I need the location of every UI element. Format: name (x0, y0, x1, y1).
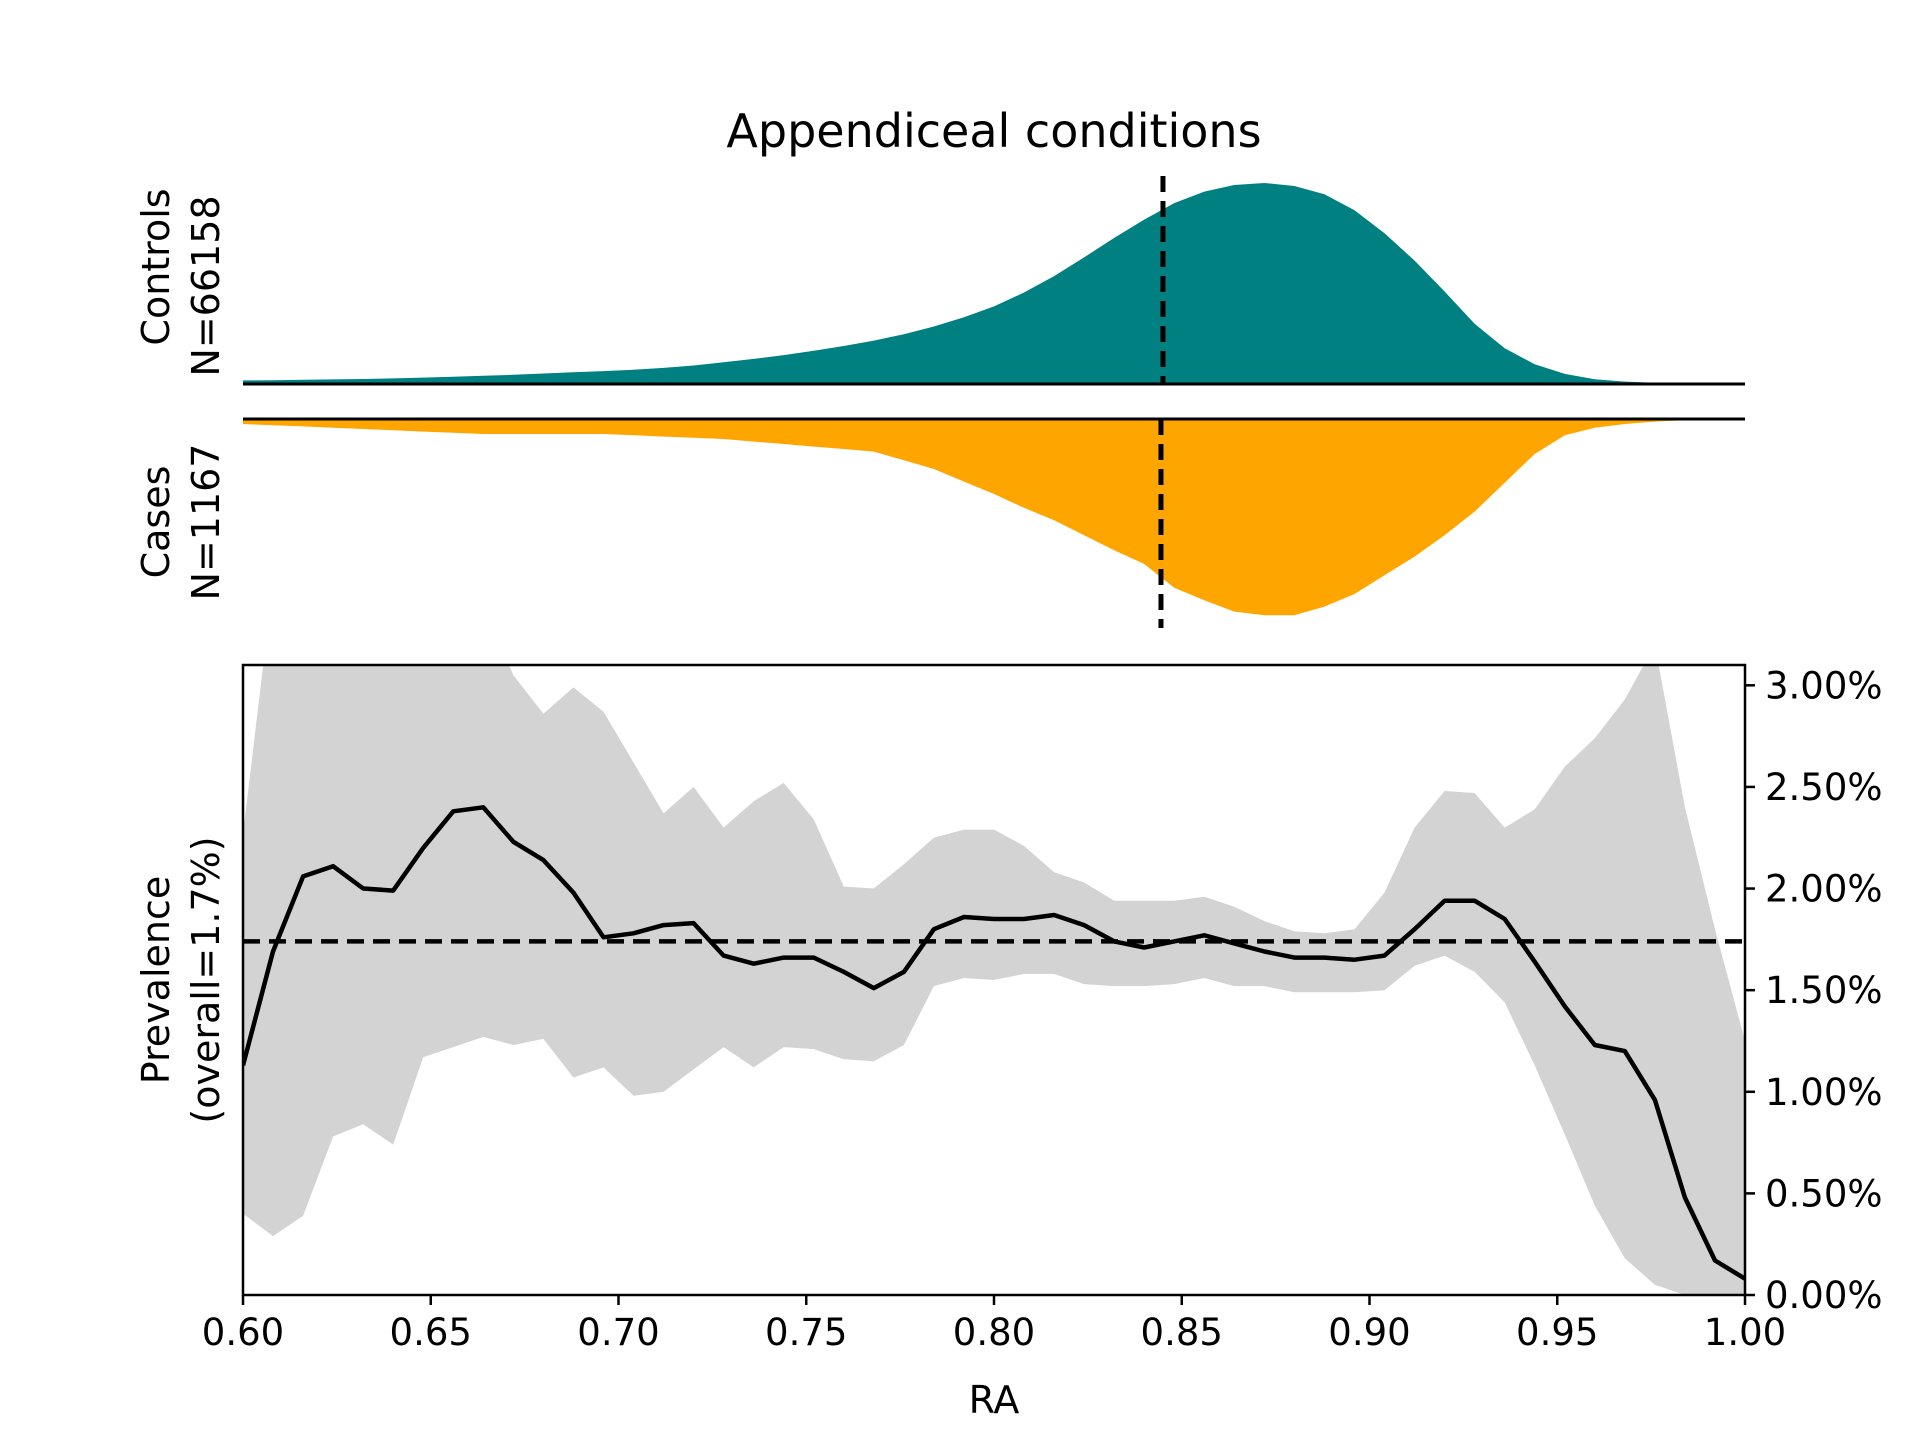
y-tick-label: 0.00% (1765, 1274, 1883, 1317)
y-axis-label: Prevalence (134, 876, 178, 1084)
y-axis-right: 0.00% 0.50% 1.00% 1.50% 2.00% 2.50% 3.00% (1745, 664, 1883, 1317)
controls-label: Controls (134, 188, 178, 345)
cases-label: Cases (134, 466, 178, 579)
x-tick-label: 0.80 (953, 1311, 1035, 1354)
cases-count-label: N=1167 (184, 444, 228, 601)
y-tick-label: 1.00% (1765, 1071, 1883, 1114)
cases-density-area (243, 419, 1745, 616)
confidence-band (243, 665, 1745, 1295)
x-tick-label: 0.60 (202, 1311, 284, 1354)
x-tick-label: 0.85 (1141, 1311, 1223, 1354)
x-tick-label: 0.75 (765, 1311, 847, 1354)
x-axis-label: RA (969, 1378, 1020, 1422)
controls-density-area (243, 183, 1745, 384)
x-tick-label: 0.90 (1328, 1311, 1410, 1354)
x-tick-label: 0.65 (390, 1311, 472, 1354)
y-tick-label: 2.00% (1765, 868, 1883, 911)
y-axis-label-overall: (overall=1.7%) (184, 836, 228, 1123)
controls-count-label: N=66158 (184, 195, 228, 376)
y-tick-label: 3.00% (1765, 664, 1883, 707)
prevalence-panel: 0.60 0.65 0.70 0.75 0.80 0.85 0.90 0.95 1.00 0.0… (134, 663, 1883, 1422)
y-tick-label: 2.50% (1765, 766, 1883, 809)
cases-panel: Cases N=1167 (134, 417, 1745, 628)
prevalence-line (243, 805, 1745, 1281)
x-tick-label: 1.00 (1704, 1311, 1786, 1354)
x-tick-label: 0.70 (577, 1311, 659, 1354)
controls-panel: Controls N=66158 (134, 176, 1745, 386)
x-tick-label: 0.95 (1516, 1311, 1598, 1354)
chart-title: Appendiceal conditions (726, 104, 1261, 158)
y-tick-label: 1.50% (1765, 969, 1883, 1012)
y-tick-label: 0.50% (1765, 1172, 1883, 1215)
x-axis: 0.60 0.65 0.70 0.75 0.80 0.85 0.90 0.95 1.00 (202, 1295, 1786, 1354)
